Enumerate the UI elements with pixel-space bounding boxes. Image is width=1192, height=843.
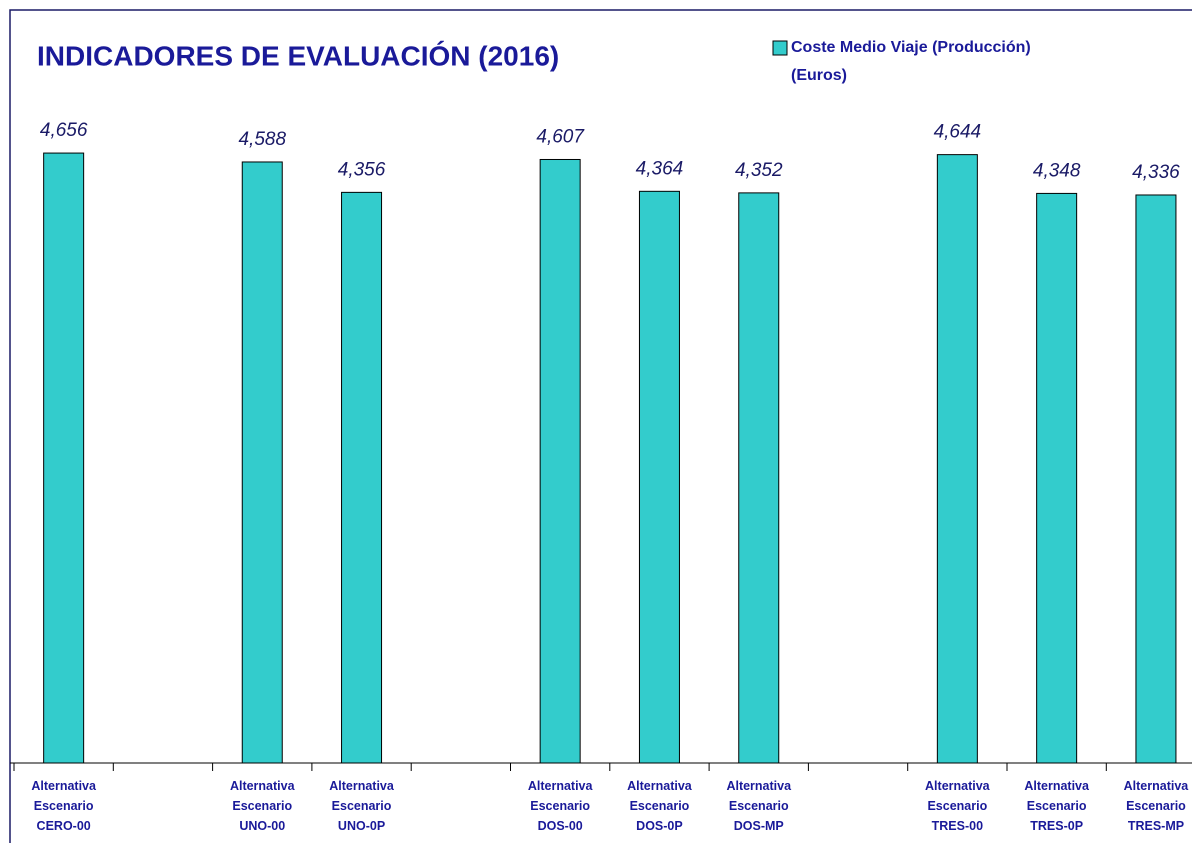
bar [539,158,581,764]
bar [738,192,780,764]
x-tick-label: Alternativa Escenario DOS-MP [726,779,792,833]
bar [43,152,85,764]
bar [936,154,978,764]
value-label: 4,356 [338,159,386,180]
value-label: 4,364 [636,158,684,179]
value-label: 4,588 [238,129,286,150]
x-tick-label: Alternativa Escenario UNO-0P [329,779,395,833]
x-tick-label: Alternativa Escenario TRES-MP [1124,779,1190,833]
x-tick-label: Alternativa Escenario DOS-0P [627,779,693,833]
value-label: 4,607 [536,126,585,147]
x-tick-label: Alternativa Escenario CERO-00 [31,779,97,833]
x-tick-label: Alternativa Escenario UNO-00 [230,779,296,833]
value-label: 4,644 [934,122,982,143]
bar [241,161,283,764]
x-tick-label: Alternativa Escenario TRES-00 [925,779,991,833]
value-label: 4,348 [1033,160,1081,181]
chart-frame [9,9,1192,843]
bar [1135,194,1177,764]
value-label: 4,656 [40,120,88,141]
legend-swatch [772,40,788,56]
x-tick-label: Alternativa Escenario DOS-00 [528,779,594,833]
legend-label: Coste Medio Viaje (Producción) (Euros) [791,39,1031,84]
bar [1036,192,1078,764]
x-tick-label: Alternativa Escenario TRES-0P [1024,779,1090,833]
value-label: 4,352 [735,160,783,181]
bar [341,191,383,764]
value-label: 4,336 [1132,162,1180,183]
chart-title: INDICADORES DE EVALUACIÓN (2016) [37,40,559,71]
bar [638,190,680,764]
